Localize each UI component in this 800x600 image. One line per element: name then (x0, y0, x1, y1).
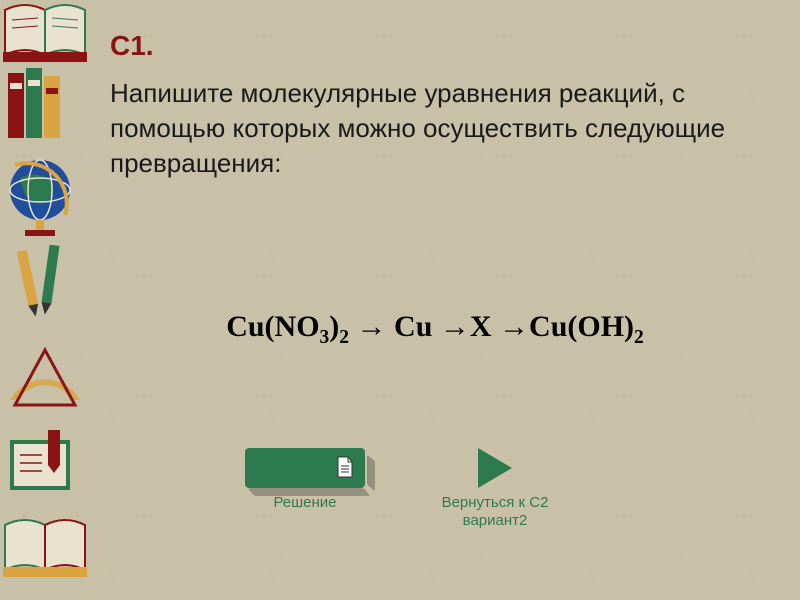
play-arrow-icon (478, 448, 512, 488)
back-button[interactable]: Вернуться к С2 вариант2 (435, 448, 555, 530)
solve-button[interactable]: Решение (245, 448, 365, 512)
question-number: С1. (110, 30, 760, 62)
content-area: С1. Напишите молекулярные уравнения реак… (110, 30, 760, 181)
button-row: Решение Вернуться к С2 вариант2 (0, 448, 800, 530)
globe-icon (0, 150, 90, 240)
pencils-icon (0, 245, 90, 325)
protractor-icon (0, 330, 90, 420)
open-book-icon (0, 0, 90, 70)
slide: С1. Напишите молекулярные уравнения реак… (0, 0, 800, 600)
book-spines-icon (0, 68, 90, 148)
solve-button-shape (245, 448, 365, 488)
back-arrow-wrap (435, 448, 555, 494)
reaction-formula: Cu(NO3)2 → Cu →Х →Cu(OH)2 (110, 310, 760, 349)
question-text: Напишите молекулярные уравнения реакций,… (110, 76, 760, 181)
back-button-label: Вернуться к С2 вариант2 (435, 494, 555, 530)
solve-button-label: Решение (245, 494, 365, 512)
document-icon (337, 456, 353, 478)
